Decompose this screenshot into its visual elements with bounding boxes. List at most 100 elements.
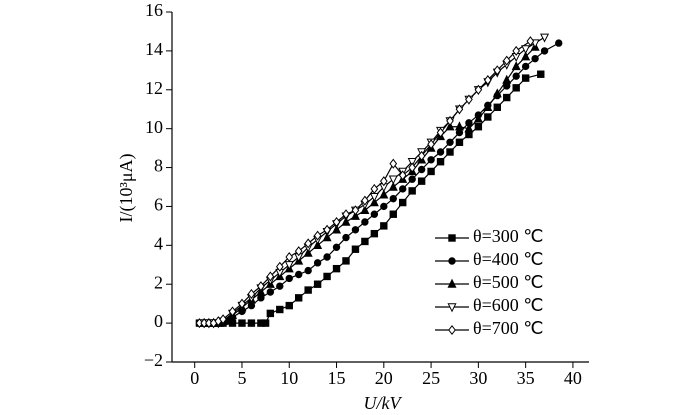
marker bbox=[417, 165, 426, 174]
marker bbox=[408, 175, 416, 183]
marker bbox=[446, 148, 454, 156]
marker bbox=[285, 301, 293, 310]
marker bbox=[247, 319, 256, 327]
marker bbox=[417, 150, 426, 161]
marker bbox=[436, 148, 445, 156]
marker bbox=[341, 216, 351, 226]
marker bbox=[257, 281, 265, 292]
marker bbox=[351, 226, 360, 234]
x-tick-label: 30 bbox=[469, 368, 487, 388]
marker bbox=[304, 266, 312, 275]
marker bbox=[503, 93, 511, 102]
marker bbox=[511, 61, 521, 71]
marker bbox=[427, 139, 435, 150]
marker bbox=[436, 127, 445, 138]
x-tick-label: 10 bbox=[280, 368, 298, 388]
marker bbox=[313, 259, 322, 267]
marker bbox=[219, 314, 227, 325]
marker bbox=[446, 138, 454, 146]
marker bbox=[493, 103, 501, 111]
marker bbox=[427, 167, 435, 176]
x-tick-label: 25 bbox=[422, 368, 440, 388]
legend-label: θ=600 ℃ bbox=[473, 295, 544, 315]
marker bbox=[323, 272, 331, 281]
legend-marker bbox=[448, 257, 456, 265]
marker bbox=[379, 176, 388, 187]
legend-label: θ=500 ℃ bbox=[473, 272, 544, 292]
marker bbox=[360, 205, 370, 215]
marker bbox=[388, 181, 398, 191]
marker bbox=[351, 205, 360, 216]
marker bbox=[408, 187, 416, 195]
marker bbox=[389, 158, 398, 169]
marker bbox=[342, 233, 350, 242]
marker bbox=[521, 51, 531, 61]
marker bbox=[361, 218, 369, 226]
marker bbox=[294, 246, 303, 257]
x-axis-label: U/kV bbox=[364, 393, 403, 413]
marker bbox=[313, 230, 322, 241]
marker bbox=[332, 224, 342, 234]
marker bbox=[332, 264, 341, 273]
marker bbox=[465, 94, 473, 105]
y-axis-label: I/(10³μA) bbox=[116, 153, 137, 222]
legend-marker bbox=[448, 324, 456, 336]
marker bbox=[531, 54, 539, 63]
marker bbox=[436, 158, 445, 166]
legend-marker bbox=[447, 278, 457, 288]
marker bbox=[492, 88, 502, 98]
legend-label: θ=300 ℃ bbox=[473, 226, 544, 246]
marker bbox=[389, 194, 397, 203]
marker bbox=[526, 36, 535, 47]
marker bbox=[512, 84, 520, 92]
marker bbox=[408, 162, 417, 173]
marker bbox=[304, 286, 312, 294]
marker bbox=[304, 238, 312, 249]
marker bbox=[454, 121, 464, 131]
x-tick-label: 15 bbox=[328, 368, 346, 388]
y-tick-label: 10 bbox=[145, 117, 163, 137]
marker bbox=[512, 45, 521, 56]
marker bbox=[369, 197, 379, 207]
legend-marker bbox=[448, 234, 456, 242]
marker bbox=[555, 39, 563, 47]
marker bbox=[483, 101, 493, 111]
marker bbox=[540, 33, 550, 43]
marker bbox=[370, 183, 379, 194]
y-tick-label: −2 bbox=[144, 350, 163, 370]
marker bbox=[323, 253, 331, 261]
marker bbox=[455, 104, 464, 115]
marker bbox=[484, 113, 492, 121]
marker bbox=[266, 271, 275, 282]
y-tick-label: 8 bbox=[154, 156, 163, 176]
marker bbox=[521, 45, 531, 55]
legend-marker bbox=[447, 303, 457, 313]
marker bbox=[502, 55, 511, 66]
marker bbox=[427, 156, 435, 164]
marker bbox=[474, 84, 483, 95]
marker bbox=[380, 222, 388, 230]
marker bbox=[361, 195, 369, 206]
x-tick-label: 35 bbox=[517, 368, 535, 388]
marker bbox=[238, 298, 246, 309]
marker bbox=[512, 72, 520, 80]
y-tick-label: 0 bbox=[154, 311, 163, 331]
marker bbox=[261, 319, 270, 327]
marker bbox=[521, 74, 530, 82]
marker bbox=[399, 185, 407, 193]
marker bbox=[322, 232, 332, 242]
marker bbox=[389, 210, 397, 218]
marker bbox=[540, 47, 549, 55]
marker bbox=[379, 189, 389, 199]
marker bbox=[351, 245, 360, 253]
y-tick-label: 6 bbox=[154, 195, 163, 215]
marker bbox=[502, 74, 512, 84]
marker bbox=[276, 282, 284, 290]
marker bbox=[295, 270, 303, 279]
marker bbox=[483, 75, 492, 86]
marker bbox=[295, 294, 303, 302]
x-tick-label: 40 bbox=[564, 368, 582, 388]
marker bbox=[313, 240, 323, 250]
marker bbox=[407, 158, 417, 168]
